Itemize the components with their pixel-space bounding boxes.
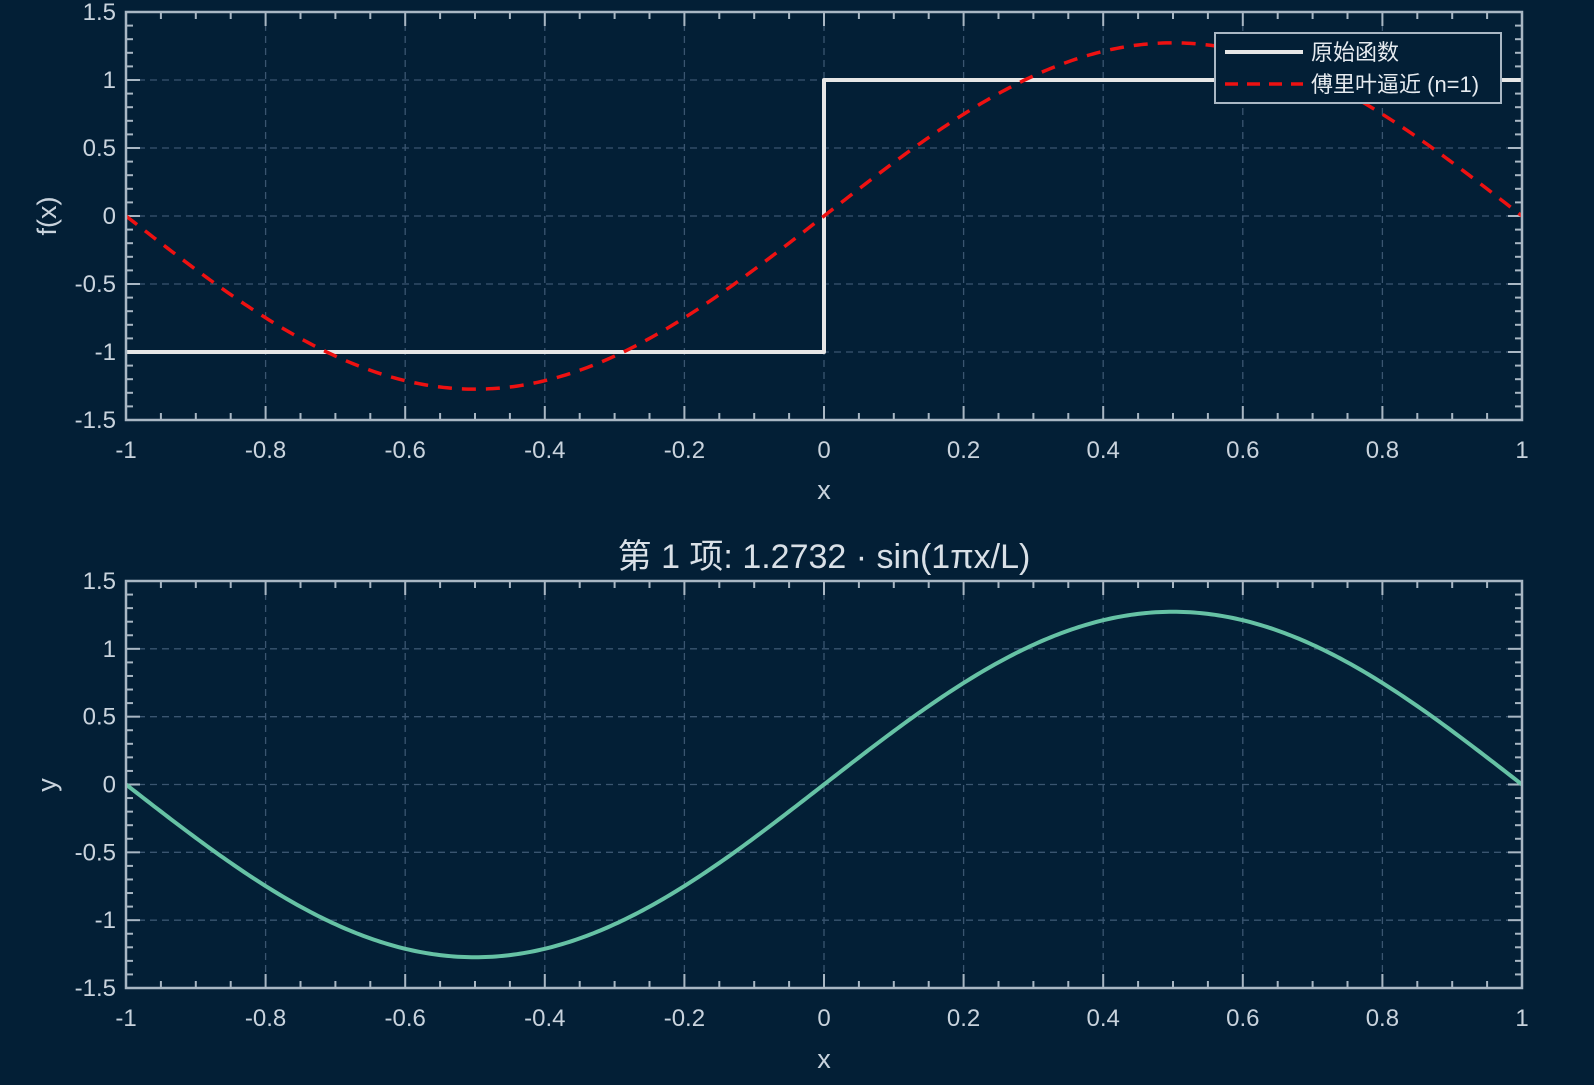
top-x-tick-labels: -1 -0.8 -0.6 -0.4 -0.2 0 0.2 0.4 0.6 0.8 1 [115, 437, 1528, 464]
y-tick-label: -1 [95, 339, 116, 366]
y-tick-label: 0 [103, 203, 116, 230]
y-tick-label: -1.5 [75, 975, 116, 1002]
x-tick-label: -0.4 [524, 1005, 565, 1032]
x-tick-label: 0.4 [1087, 1005, 1120, 1032]
x-tick-label: 1 [1515, 437, 1528, 464]
bottom-x-tick-labels: -1 -0.8 -0.6 -0.4 -0.2 0 0.2 0.4 0.6 0.8 1 [115, 1005, 1528, 1032]
legend-box [1214, 32, 1502, 104]
bottom-y-tick-labels: -1.5 -1 -0.5 0 0.5 1 1.5 [75, 568, 116, 1002]
y-tick-label: 0 [103, 772, 116, 799]
top-y-tick-labels: -1.5 -1 -0.5 0 0.5 1 1.5 [75, 0, 116, 434]
x-tick-label: 0.2 [947, 437, 980, 464]
y-tick-label: -1.5 [75, 407, 116, 434]
top-axes-frame [124, 10, 1524, 422]
x-tick-label: -0.2 [664, 437, 705, 464]
x-tick-label: -0.6 [385, 1005, 426, 1032]
y-tick-label: 1.5 [83, 0, 116, 26]
x-tick-label: 0 [817, 1005, 830, 1032]
top-series [126, 41, 1522, 391]
y-tick-label: -1 [95, 907, 116, 934]
top-y-axis-label: f(x) [32, 197, 62, 236]
x-tick-label: 0.8 [1366, 1005, 1399, 1032]
x-tick-label: -1 [115, 1005, 136, 1032]
y-tick-label: 0.5 [83, 704, 116, 731]
x-tick-label: 0.2 [947, 1005, 980, 1032]
x-tick-label: -0.8 [245, 437, 286, 464]
x-tick-label: 0.4 [1087, 437, 1120, 464]
top-x-axis-label: x [817, 475, 831, 505]
y-tick-label: 0.5 [83, 135, 116, 162]
bottom-series [126, 609, 1522, 960]
y-tick-label: -0.5 [75, 271, 116, 298]
y-tick-label: 1 [103, 67, 116, 94]
y-tick-label: 1 [103, 636, 116, 663]
x-tick-label: -0.8 [245, 1005, 286, 1032]
x-tick-label: 0.6 [1226, 437, 1259, 464]
x-tick-label: -0.6 [385, 437, 426, 464]
x-tick-label: 0.6 [1226, 1005, 1259, 1032]
x-tick-label: -1 [115, 437, 136, 464]
x-tick-label: -0.2 [664, 1005, 705, 1032]
x-tick-label: 1 [1515, 1005, 1528, 1032]
bottom-subplot: 第 1 项: 1.2732 · sin(1πx/L) -1 -0.8 -0.6 -0.… [32, 538, 1529, 1074]
y-tick-label: 1.5 [83, 568, 116, 595]
bottom-y-axis-label: y [32, 778, 62, 792]
bottom-series-line-0 [126, 609, 1522, 960]
x-tick-label: 0.8 [1366, 437, 1399, 464]
x-tick-label: -0.4 [524, 437, 565, 464]
top-legend: 原始函数 傅里叶逼近 (n=1) [1214, 32, 1502, 104]
bottom-x-axis-label: x [817, 1044, 831, 1074]
legend-label-fourier: 傅里叶逼近 (n=1) [1311, 72, 1479, 97]
bottom-axes-frame [124, 579, 1524, 990]
bottom-plot-title: 第 1 项: 1.2732 · sin(1πx/L) [618, 538, 1031, 576]
top-series-line-1 [126, 41, 1522, 391]
x-tick-label: 0 [817, 437, 830, 464]
top-subplot: -1 -0.8 -0.6 -0.4 -0.2 0 0.2 0.4 0.6 0.8 1 -1.5-1-… [32, 0, 1529, 505]
y-tick-label: -0.5 [75, 839, 116, 866]
legend-label-original: 原始函数 [1311, 40, 1399, 65]
